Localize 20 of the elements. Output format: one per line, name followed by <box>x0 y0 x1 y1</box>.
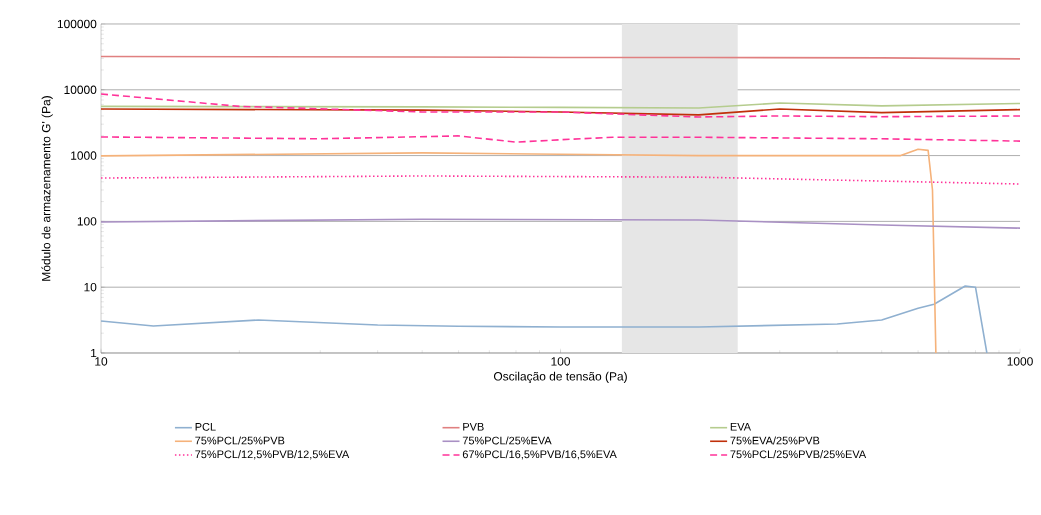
y-axis-title: Módulo de armazenamento G' (Pa) <box>41 96 53 281</box>
y-tick-label: 1 <box>91 348 97 358</box>
y-tick-label: 100 <box>77 217 97 226</box>
legend-label: 75%PCL/25%PVB/25%EVA <box>730 450 867 459</box>
legend-label: 75%PCL/25%EVA <box>462 436 552 445</box>
x-tick-label: 10 <box>95 357 108 366</box>
legend-label: PCL <box>195 422 216 431</box>
x-axis-title: Oscilação de tensão (Pa) <box>493 371 627 383</box>
y-tick-label: 10000 <box>64 85 97 95</box>
legend-label: 75%PCL/12,5%PVB/12,5%EVA <box>195 450 350 460</box>
legend-label: EVA <box>730 423 751 431</box>
x-tick-label: 1000 <box>1007 357 1033 366</box>
y-tick-label: 1000 <box>71 151 97 160</box>
y-tick-label: 100000 <box>57 19 97 29</box>
y-tick-label: 10 <box>84 282 97 292</box>
legend-label: 75%EVA/25%PVB <box>730 436 820 445</box>
legend-label: 67%PCL/16,5%PVB/16,5%EVA <box>462 450 617 460</box>
legend-label: PVB <box>463 423 484 431</box>
legend-label: 75%PCL/25%PVB <box>195 436 285 445</box>
x-tick-label: 100 <box>551 357 571 366</box>
